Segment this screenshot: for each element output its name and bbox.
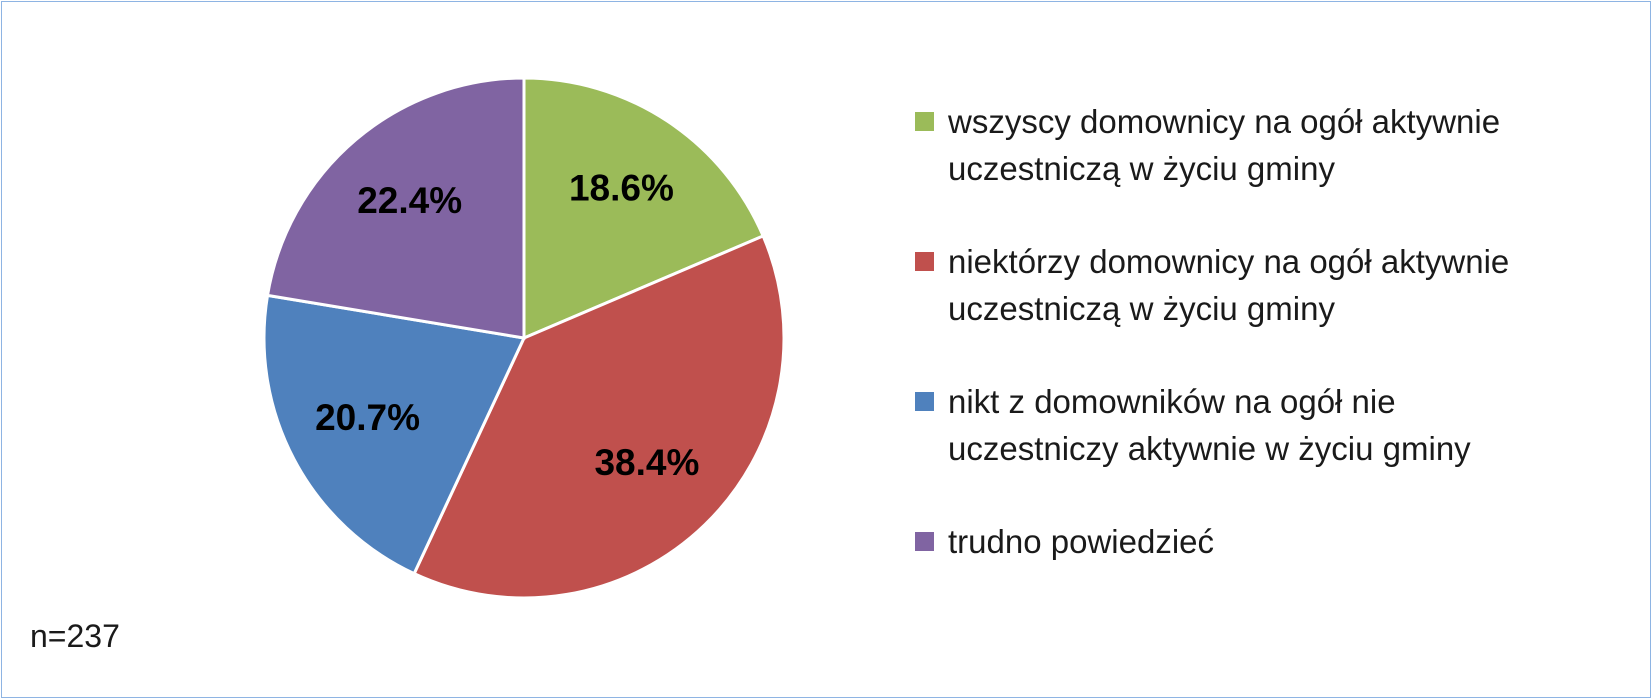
legend-label: wszyscy domownicy na ogół aktywnie uczes… [948,103,1501,187]
legend-entry: wszyscy domownicy na ogół aktywnie uczes… [915,98,1555,192]
legend-entry: niektórzy domownicy na ogół aktywnie ucz… [915,238,1555,332]
legend-swatch [915,392,934,411]
annotation: n=237 [30,618,120,654]
pie-slice [522,76,766,341]
legend-entry: trudno powiedzieć [915,518,1555,565]
legend: wszyscy domownicy na ogół aktywnie uczes… [915,98,1555,611]
legend-label: nikt z domowników na ogół nie uczestnicz… [948,383,1471,467]
legend-entry: nikt z domowników na ogół nie uczestnicz… [915,378,1555,472]
data-label: 20.7% [315,397,420,438]
legend-label: trudno powiedzieć [948,523,1214,560]
pie-slice [265,76,526,340]
legend-swatch [915,112,934,131]
data-label: 22.4% [357,180,462,221]
data-label: 38.4% [594,442,699,483]
data-label: 18.6% [569,167,674,208]
legend-swatch [915,252,934,271]
legend-label: niektórzy domownicy na ogół aktywnie ucz… [948,243,1510,327]
legend-swatch [915,532,934,551]
pie-slice [262,293,527,576]
pie-slice [412,233,786,600]
